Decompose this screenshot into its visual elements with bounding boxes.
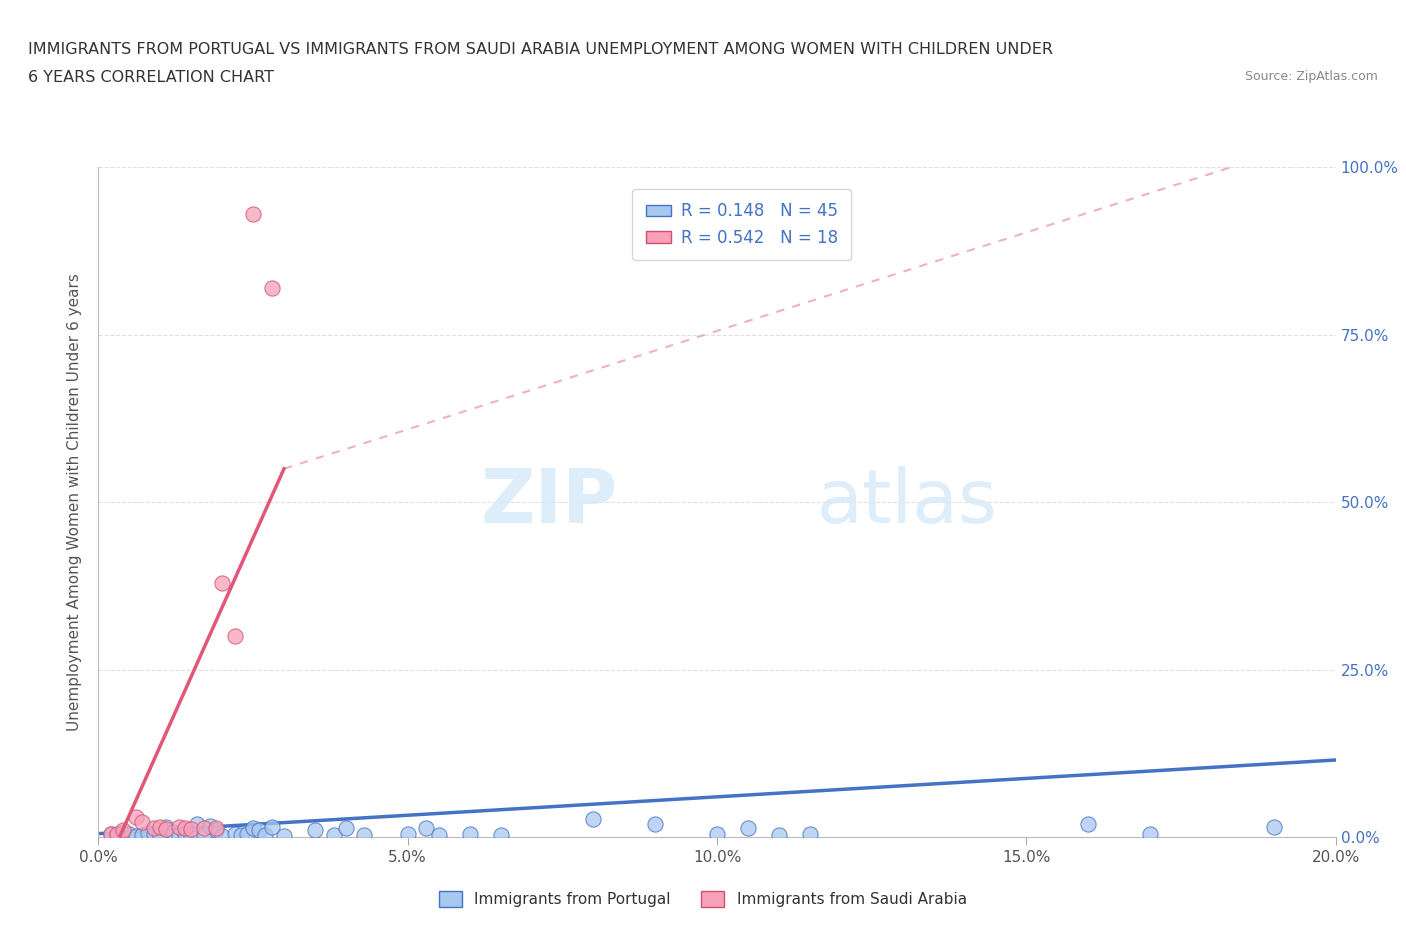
- Legend: R = 0.148   N = 45, R = 0.542   N = 18: R = 0.148 N = 45, R = 0.542 N = 18: [633, 189, 851, 260]
- Point: [149, 819, 172, 834]
- Point: [304, 823, 326, 838]
- Point: [112, 824, 135, 839]
- Point: [224, 827, 246, 842]
- Point: [254, 828, 277, 843]
- Point: [143, 821, 166, 836]
- Point: [224, 629, 246, 644]
- Point: [155, 819, 177, 834]
- Point: [193, 820, 215, 835]
- Point: [167, 819, 190, 834]
- Point: [205, 821, 228, 836]
- Text: 6 YEARS CORRELATION CHART: 6 YEARS CORRELATION CHART: [28, 70, 274, 85]
- Point: [706, 826, 728, 841]
- Point: [236, 826, 259, 841]
- Point: [124, 829, 146, 844]
- Point: [458, 826, 481, 841]
- Point: [273, 829, 295, 844]
- Point: [247, 823, 270, 838]
- Point: [174, 821, 197, 836]
- Point: [131, 815, 153, 830]
- Point: [136, 826, 159, 841]
- Point: [322, 828, 344, 843]
- Point: [1077, 817, 1099, 831]
- Text: ZIP: ZIP: [481, 466, 619, 538]
- Point: [799, 826, 821, 841]
- Point: [124, 809, 146, 824]
- Point: [353, 828, 375, 843]
- Point: [112, 823, 135, 838]
- Point: [100, 827, 122, 842]
- Text: atlas: atlas: [815, 466, 997, 538]
- Point: [143, 827, 166, 842]
- Point: [211, 829, 233, 844]
- Y-axis label: Unemployment Among Women with Children Under 6 years: Unemployment Among Women with Children U…: [67, 273, 83, 731]
- Point: [118, 827, 141, 842]
- Point: [149, 829, 172, 844]
- Point: [100, 826, 122, 841]
- Point: [180, 829, 202, 844]
- Point: [193, 828, 215, 843]
- Point: [162, 824, 184, 839]
- Point: [105, 826, 128, 841]
- Point: [737, 821, 759, 836]
- Point: [180, 821, 202, 836]
- Point: [582, 812, 605, 827]
- Point: [174, 826, 197, 841]
- Point: [427, 828, 450, 843]
- Point: [1139, 826, 1161, 841]
- Point: [415, 820, 437, 835]
- Point: [335, 821, 357, 836]
- Text: Source: ZipAtlas.com: Source: ZipAtlas.com: [1244, 70, 1378, 83]
- Point: [242, 206, 264, 221]
- Point: [186, 817, 208, 831]
- Point: [105, 828, 128, 843]
- Point: [489, 828, 512, 843]
- Point: [155, 821, 177, 836]
- Point: [260, 819, 283, 834]
- Point: [768, 828, 790, 843]
- Point: [242, 820, 264, 835]
- Point: [260, 281, 283, 296]
- Point: [396, 827, 419, 842]
- Point: [198, 818, 221, 833]
- Point: [211, 575, 233, 590]
- Legend: Immigrants from Portugal, Immigrants from Saudi Arabia: Immigrants from Portugal, Immigrants fro…: [433, 884, 973, 913]
- Point: [644, 817, 666, 831]
- Point: [1263, 819, 1285, 834]
- Point: [205, 823, 228, 838]
- Point: [131, 828, 153, 843]
- Point: [167, 828, 190, 843]
- Point: [229, 828, 252, 843]
- Text: IMMIGRANTS FROM PORTUGAL VS IMMIGRANTS FROM SAUDI ARABIA UNEMPLOYMENT AMONG WOME: IMMIGRANTS FROM PORTUGAL VS IMMIGRANTS F…: [28, 42, 1053, 57]
